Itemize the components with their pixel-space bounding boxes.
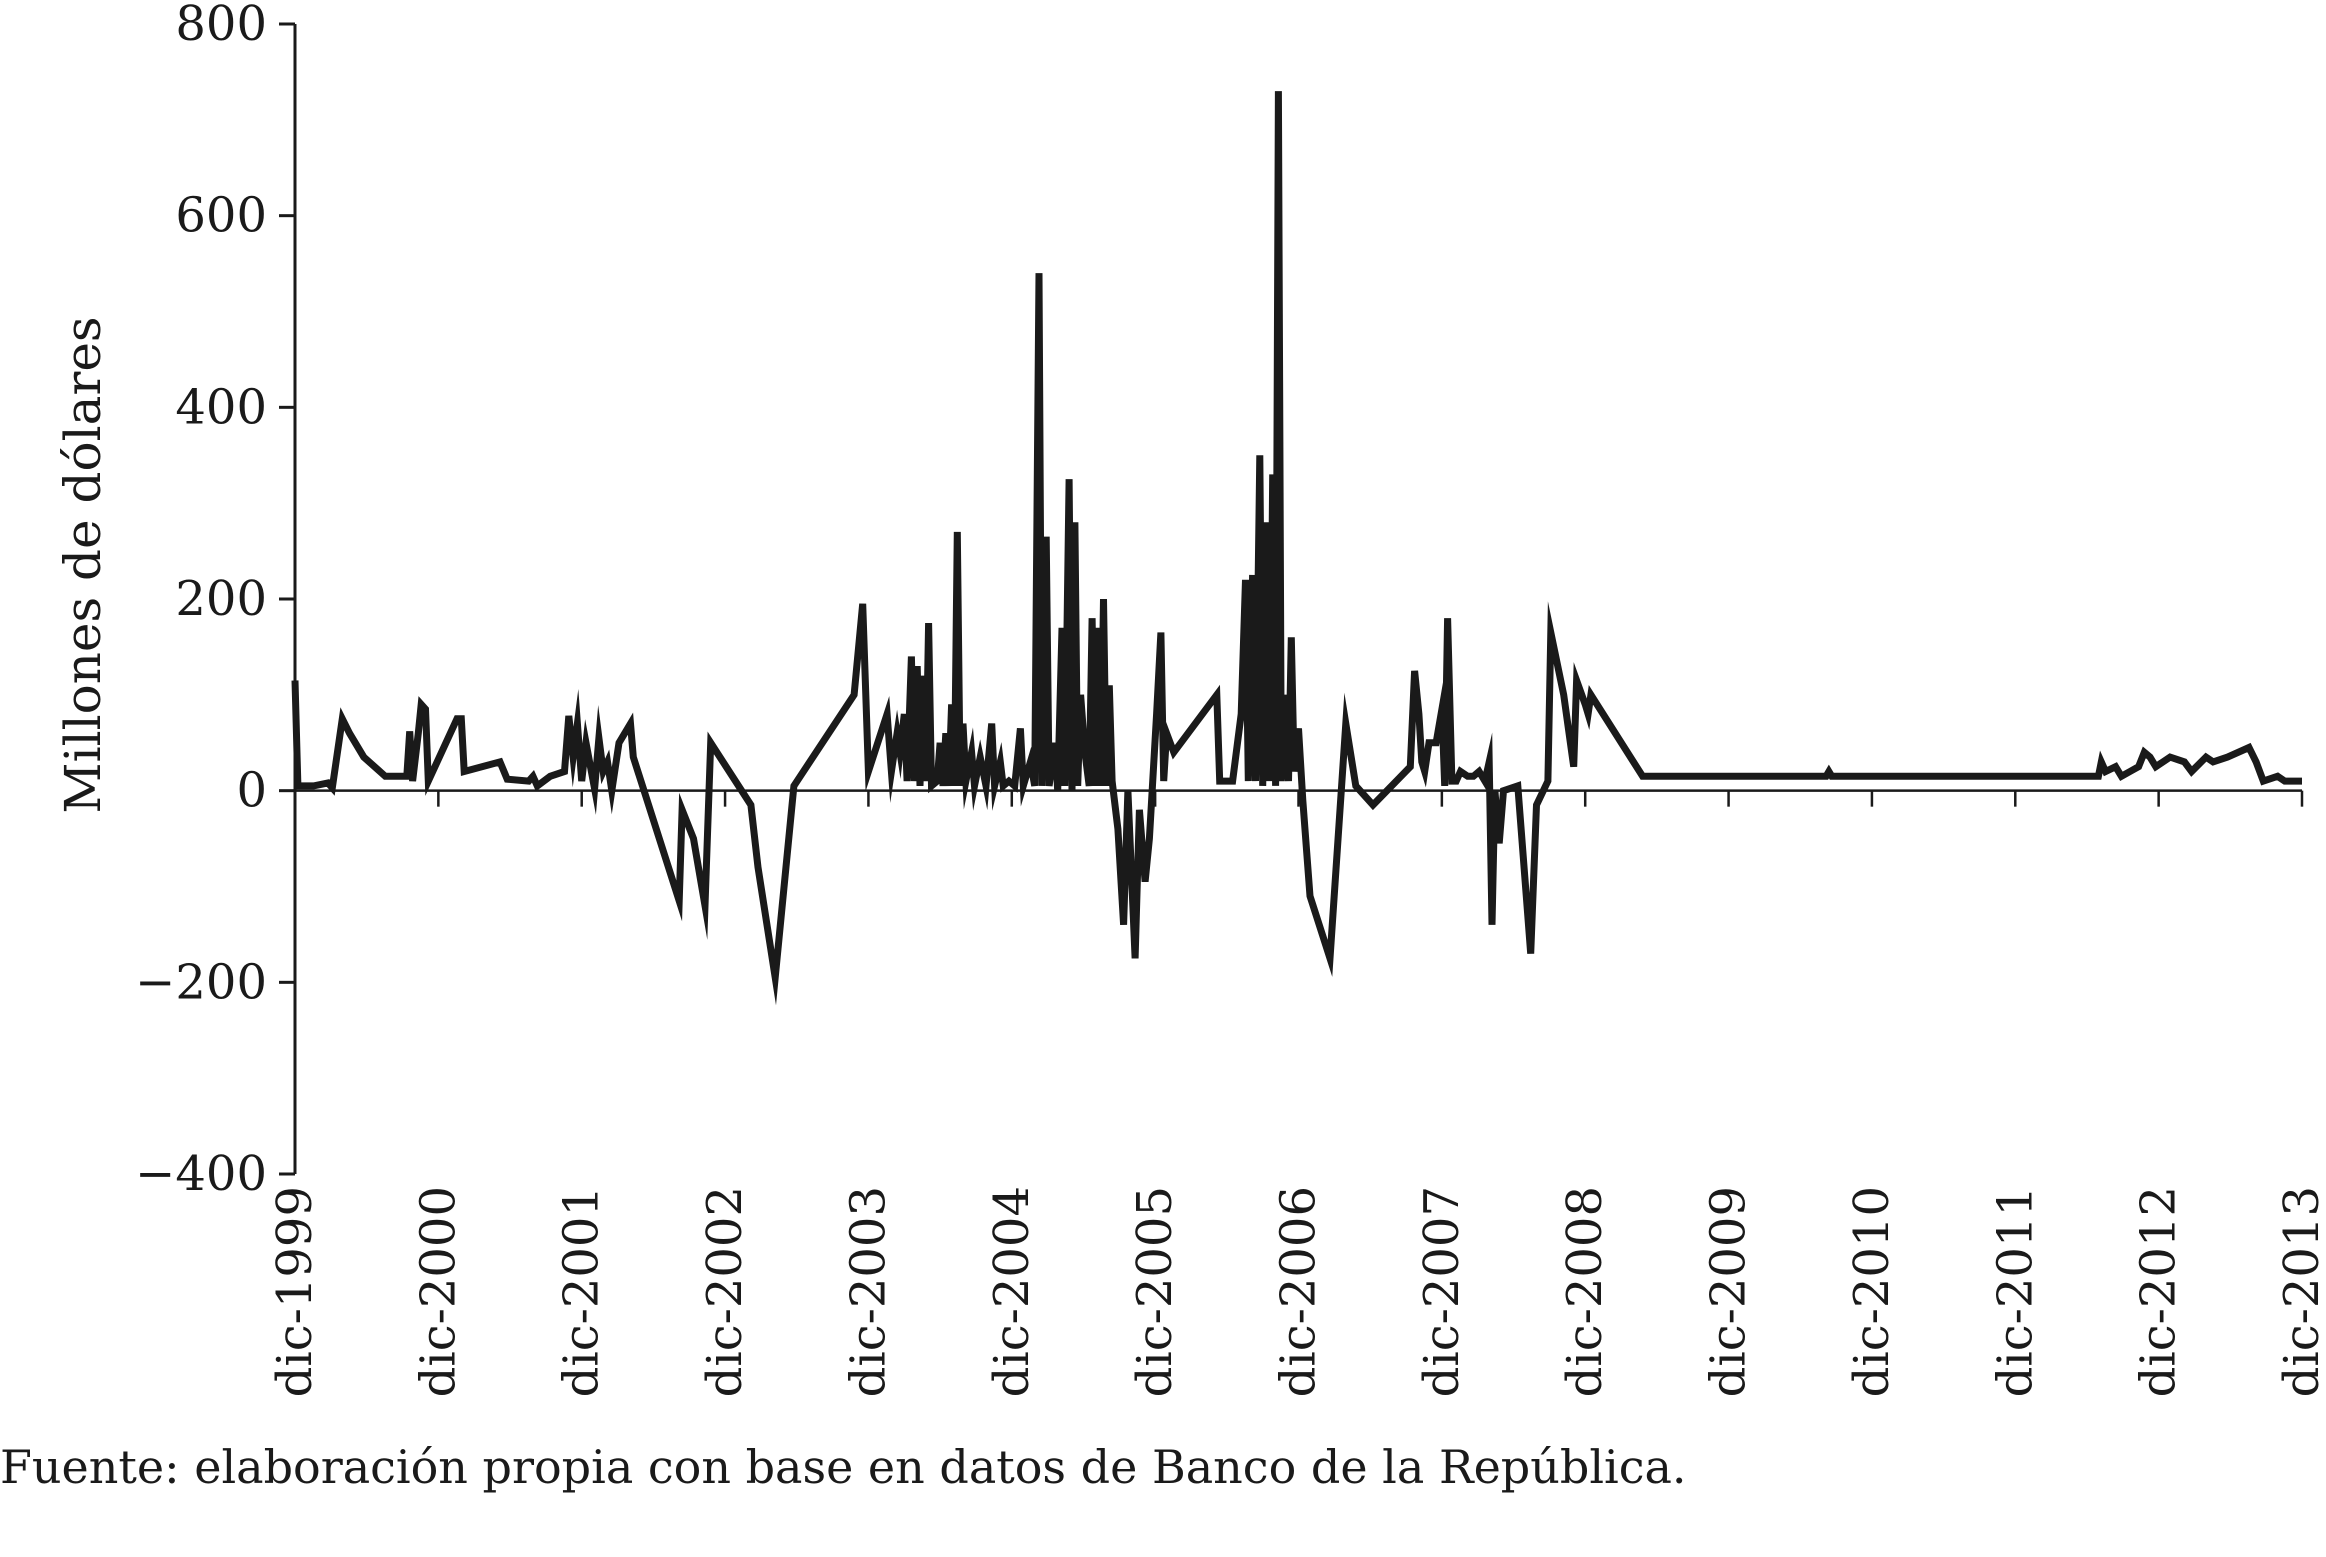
y-tick-label: −400 xyxy=(135,1146,267,1202)
x-tick-label: dic-2007 xyxy=(1414,1186,1470,1397)
y-axis-title: Millones de dólares xyxy=(54,316,112,813)
data-series-line xyxy=(291,91,2302,1006)
x-tick-label: dic-2000 xyxy=(410,1186,466,1397)
x-tick-label: dic-2011 xyxy=(1987,1186,2043,1397)
x-tick-label: dic-2004 xyxy=(984,1186,1040,1397)
x-tick-label: dic-2005 xyxy=(1127,1186,1183,1397)
y-tick-label: 600 xyxy=(175,188,267,244)
x-axis-ticks: dic-1999 dic-2000 dic-2001 dic-2002 dic-2003… xyxy=(267,790,2326,1397)
x-tick-label: dic-2008 xyxy=(1557,1186,1613,1397)
y-tick-label: −200 xyxy=(135,954,267,1010)
y-tick-label: 0 xyxy=(236,763,267,819)
x-tick-label: dic-2010 xyxy=(1844,1186,1900,1397)
x-tick-label: dic-2002 xyxy=(697,1186,753,1397)
y-tick-label: 800 xyxy=(175,0,267,52)
y-tick-label: 400 xyxy=(175,379,267,435)
x-tick-label: dic-2001 xyxy=(554,1186,610,1397)
x-tick-label: dic-1999 xyxy=(267,1186,323,1397)
x-tick-label: dic-2013 xyxy=(2274,1186,2326,1397)
y-tick-label: 200 xyxy=(175,571,267,627)
x-tick-label: dic-2012 xyxy=(2131,1186,2187,1397)
x-tick-label: dic-2006 xyxy=(1271,1186,1327,1397)
x-tick-label: dic-2003 xyxy=(840,1186,896,1397)
source-note: Fuente: elaboración propia con base en d… xyxy=(0,1440,1687,1494)
y-axis-ticks: −400 −200 0 200 400 600 800 xyxy=(135,0,295,1202)
x-tick-label: dic-2009 xyxy=(1701,1186,1757,1397)
